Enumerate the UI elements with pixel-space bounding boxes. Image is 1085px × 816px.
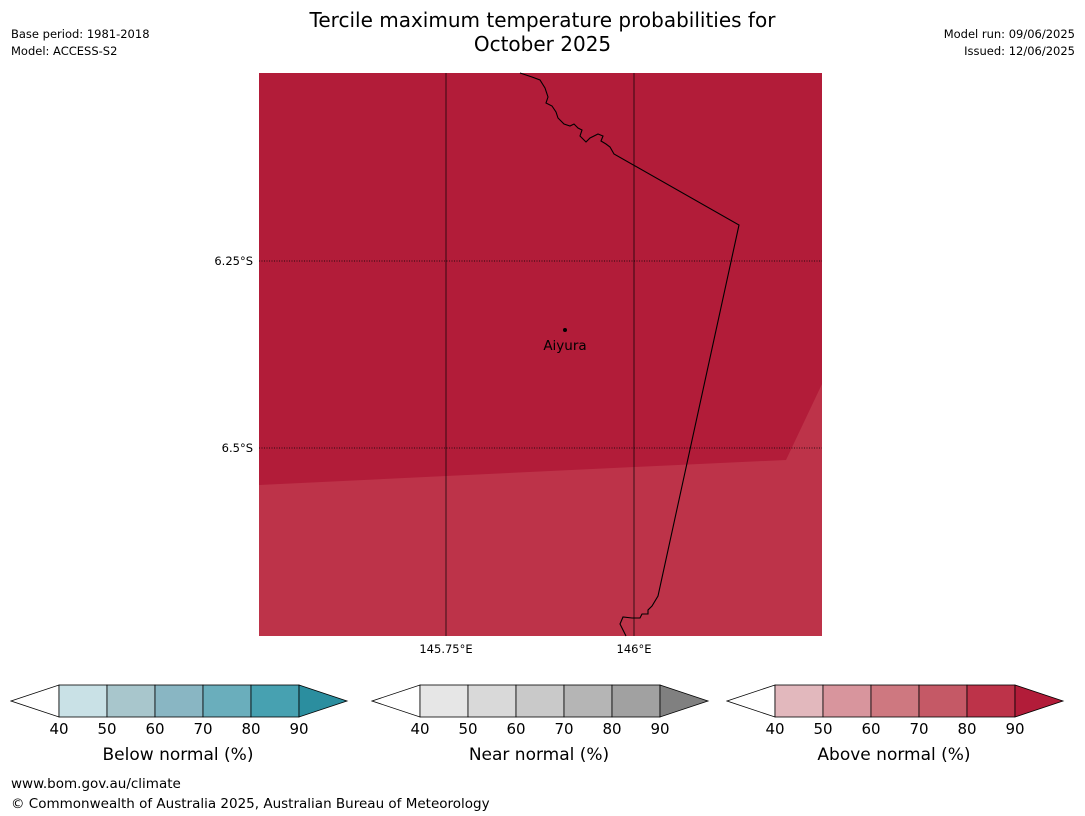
colorbar-tick-label: 90	[289, 720, 309, 738]
colorbar-tick-label: 80	[957, 720, 977, 738]
footer-url[interactable]: www.bom.gov.au/climate	[11, 776, 181, 792]
colorbar-high-extension	[1014, 684, 1065, 718]
colorbar-bin	[774, 684, 824, 718]
colorbar-tick-label: 50	[97, 720, 117, 738]
header-meta-left: Base period: 1981-2018 Model: ACCESS-S2	[11, 26, 150, 60]
colorbar-bin	[870, 684, 920, 718]
colorbar-high-extension	[659, 684, 710, 718]
colorbar-bin	[563, 684, 613, 718]
lon-tick-label: 146°E	[616, 642, 652, 656]
colorbar-tick-label: 60	[145, 720, 165, 738]
map-title-line2: October 2025	[473, 32, 612, 56]
colorbar-bin	[918, 684, 968, 718]
footer-copyright: © Commonwealth of Australia 2025, Austra…	[11, 796, 490, 812]
model-run: Model run: 09/06/2025	[943, 27, 1075, 41]
colorbar-bin	[515, 684, 565, 718]
colorbar-bin	[419, 684, 469, 718]
lat-tick-label: 6.5°S	[221, 441, 253, 455]
colorbar-tick-label: 40	[49, 720, 69, 738]
legend-title-below-normal: Below normal (%)	[102, 745, 254, 765]
colorbar-tick-label: 80	[602, 720, 622, 738]
map-title-line1: Tercile maximum temperature probabilitie…	[309, 8, 776, 32]
map-title: Tercile maximum temperature probabilitie…	[0, 8, 1085, 56]
model-name: Model: ACCESS-S2	[11, 44, 118, 58]
lat-tick-label: 6.25°S	[214, 254, 253, 268]
colorbar-tick-label: 70	[554, 720, 574, 738]
issued-date: Issued: 12/06/2025	[964, 44, 1075, 58]
colorbar-near-normal	[371, 684, 710, 718]
place-label: Aiyura	[543, 338, 587, 354]
footer: www.bom.gov.au/climate © Commonwealth of…	[11, 774, 490, 814]
colorbar-high-extension	[298, 684, 349, 718]
colorbar-tick-label: 50	[813, 720, 833, 738]
colorbar-tick-label: 90	[1005, 720, 1025, 738]
colorbar-tick-label: 40	[410, 720, 430, 738]
colorbar-low-extension	[10, 684, 60, 718]
lon-tick-label: 145.75°E	[419, 642, 473, 656]
colorbar-bin	[58, 684, 108, 718]
colorbar-tick-label: 70	[909, 720, 929, 738]
colorbar-bin	[467, 684, 517, 718]
colorbar-tick-label: 80	[241, 720, 261, 738]
colorbar-bin	[154, 684, 204, 718]
legend-title-near-normal: Near normal (%)	[468, 745, 610, 765]
colorbar-bin	[202, 684, 252, 718]
province-boundary	[519, 72, 740, 637]
header-meta-right: Model run: 09/06/2025 Issued: 12/06/2025	[944, 26, 1075, 60]
legend-title-above-normal: Above normal (%)	[817, 745, 971, 765]
colorbar-bin	[966, 684, 1016, 718]
colorbar-low-extension	[726, 684, 776, 718]
colorbar-below-normal	[10, 684, 349, 718]
colorbar-tick-label: 50	[458, 720, 478, 738]
colorbar-bin	[822, 684, 872, 718]
colorbar-tick-label: 40	[765, 720, 785, 738]
colorbar-bin	[611, 684, 661, 718]
place-marker[interactable]	[563, 328, 567, 332]
colorbar-tick-label: 70	[193, 720, 213, 738]
colorbar-bin	[106, 684, 156, 718]
forecast-map[interactable]	[0, 0, 1085, 680]
colorbar-tick-label: 90	[650, 720, 670, 738]
colorbar-tick-label: 60	[861, 720, 881, 738]
base-period: Base period: 1981-2018	[11, 27, 150, 41]
colorbar-above-normal	[726, 684, 1065, 718]
legend-near-normal: 40 50 60 70 80 90 Near normal (%)	[371, 684, 711, 774]
colorbar-low-extension	[371, 684, 421, 718]
legend-below-normal: 40 50 60 70 80 90 Below normal (%)	[10, 684, 350, 774]
colorbar-bin	[250, 684, 300, 718]
colorbar-tick-label: 60	[506, 720, 526, 738]
map-region-lower	[259, 384, 822, 636]
legend-above-normal: 40 50 60 70 80 90 Above normal (%)	[726, 684, 1066, 774]
